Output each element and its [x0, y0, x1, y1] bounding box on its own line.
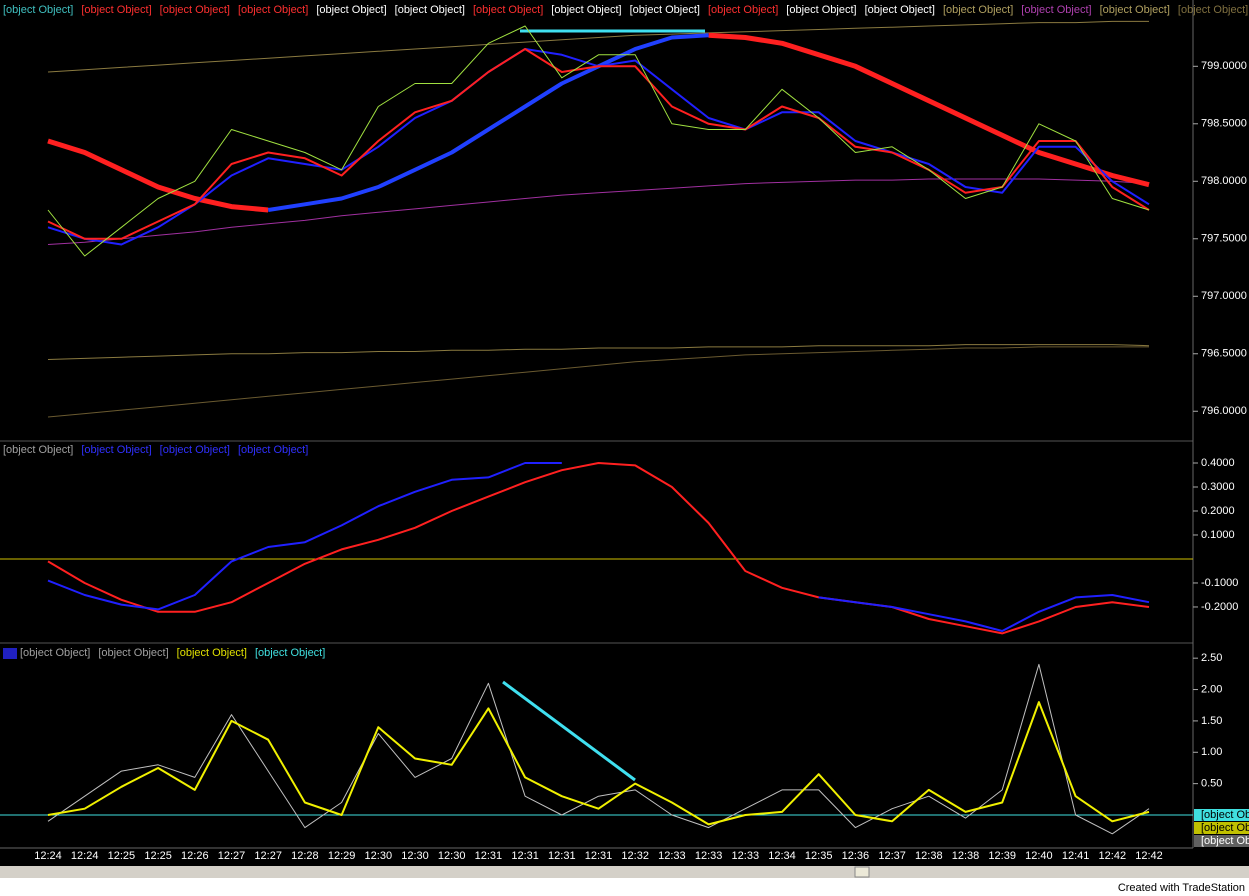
- x-tick-label: 12:27: [254, 850, 282, 862]
- y-tick-label: -0.2000: [1201, 601, 1238, 613]
- x-tick-label: 12:42: [1135, 850, 1163, 862]
- header-item: [object Object]: [81, 444, 151, 456]
- series-line: [47, 25, 1150, 257]
- value-box: [1194, 822, 1249, 834]
- x-tick-label: 12:33: [695, 850, 723, 862]
- y-tick-label: 2.00: [1201, 683, 1222, 695]
- y-tick-label: 798.0000: [1201, 175, 1247, 187]
- x-tick-label: 12:28: [291, 850, 319, 862]
- y-tick-label: 0.1000: [1201, 529, 1235, 541]
- y-tick-label: 798.5000: [1201, 118, 1247, 130]
- x-tick-label: 12:42: [1099, 850, 1127, 862]
- y-tick-label: 799.0000: [1201, 60, 1247, 72]
- x-tick-label: 12:25: [144, 850, 172, 862]
- y-tick-label: 796.5000: [1201, 348, 1247, 360]
- series-line: [47, 462, 1150, 632]
- header-item: [object Object]: [708, 4, 778, 16]
- scrollbar[interactable]: [0, 866, 1249, 878]
- x-tick-label: 12:33: [732, 850, 760, 862]
- series-line: [267, 33, 709, 212]
- header-item: [object Object]: [786, 4, 856, 16]
- series-line: [47, 178, 1150, 245]
- value-box-label: [object Object]: [1201, 822, 1249, 834]
- trend-line: [502, 680, 636, 782]
- x-tick-label: 12:37: [878, 850, 906, 862]
- header-item: [object Object]: [395, 4, 465, 16]
- series-line: [47, 48, 1150, 246]
- x-tick-label: 12:24: [71, 850, 99, 862]
- y-tick-label: 2.50: [1201, 652, 1222, 664]
- series-line: [47, 701, 1150, 826]
- x-tick-label: 12:33: [658, 850, 686, 862]
- x-tick-label: 12:38: [952, 850, 980, 862]
- footer-text: Created with TradeStation: [1118, 882, 1245, 894]
- x-tick-label: 12:30: [401, 850, 429, 862]
- header-item: [object Object]: [255, 647, 325, 659]
- header-item: [object Object]: [160, 444, 230, 456]
- x-tick-label: 12:27: [218, 850, 246, 862]
- x-tick-label: 12:31: [511, 850, 539, 862]
- x-tick-label: 12:30: [438, 850, 466, 862]
- x-tick-label: 12:34: [768, 850, 796, 862]
- x-tick-label: 12:25: [108, 850, 136, 862]
- x-tick-label: 12:31: [585, 850, 613, 862]
- header-item: [object Object]: [630, 4, 700, 16]
- series-line: [47, 20, 1149, 73]
- series-line: [47, 344, 1150, 360]
- x-tick-label: 12:41: [1062, 850, 1090, 862]
- indicator-icon: [3, 648, 17, 659]
- header-item: [object Object]: [1100, 4, 1170, 16]
- header-item: [object Object]: [238, 4, 308, 16]
- x-tick-label: 12:32: [621, 850, 649, 862]
- series-line: [47, 346, 1149, 418]
- series-line: [47, 48, 1150, 240]
- x-tick-label: 12:38: [915, 850, 943, 862]
- y-tick-label: 0.2000: [1201, 505, 1235, 517]
- value-box: [1194, 835, 1249, 847]
- x-tick-label: 12:26: [181, 850, 209, 862]
- header-item: [object Object]: [1178, 4, 1248, 16]
- footer-bar: [0, 878, 1249, 896]
- series-line: [47, 462, 1150, 635]
- header-item: [object Object]: [238, 444, 308, 456]
- x-tick-label: 12:30: [365, 850, 393, 862]
- header-item: [object Object]: [865, 4, 935, 16]
- header-item: [object Object]: [177, 647, 247, 659]
- header-item: [object Object]: [3, 4, 73, 16]
- x-tick-label: 12:29: [328, 850, 356, 862]
- y-tick-label: 1.50: [1201, 715, 1222, 727]
- value-box-label: [object Object]: [1201, 809, 1249, 821]
- header-item: [object Object]: [20, 647, 90, 659]
- header-item: [object Object]: [3, 444, 73, 456]
- y-tick-label: 1.00: [1201, 746, 1222, 758]
- header-item: [object Object]: [98, 647, 168, 659]
- x-tick-label: 12:40: [1025, 850, 1053, 862]
- x-tick-label: 12:35: [805, 850, 833, 862]
- header-item: [object Object]: [551, 4, 621, 16]
- y-tick-label: 0.4000: [1201, 457, 1235, 469]
- x-tick-label: 12:31: [548, 850, 576, 862]
- y-tick-label: 797.5000: [1201, 233, 1247, 245]
- y-tick-label: 0.50: [1201, 778, 1222, 790]
- value-box-label: [object Object]: [1201, 835, 1249, 847]
- header-item: [object Object]: [160, 4, 230, 16]
- x-tick-label: 12:36: [842, 850, 870, 862]
- header-item: [object Object]: [316, 4, 386, 16]
- y-tick-label: 0.3000: [1201, 481, 1235, 493]
- y-tick-label: 797.0000: [1201, 290, 1247, 302]
- x-tick-label: 12:39: [988, 850, 1016, 862]
- y-tick-label: -0.1000: [1201, 577, 1238, 589]
- series-line: [47, 32, 1150, 213]
- y-tick-label: 796.0000: [1201, 405, 1247, 417]
- series-line: [47, 663, 1150, 835]
- header-item: [object Object]: [943, 4, 1013, 16]
- header-item: [object Object]: [81, 4, 151, 16]
- x-tick-label: 12:24: [34, 850, 62, 862]
- value-box: [1194, 809, 1249, 821]
- x-tick-label: 12:31: [475, 850, 503, 862]
- header-item: [object Object]: [473, 4, 543, 16]
- scroll-thumb[interactable]: [854, 866, 870, 878]
- header-item: [object Object]: [1021, 4, 1091, 16]
